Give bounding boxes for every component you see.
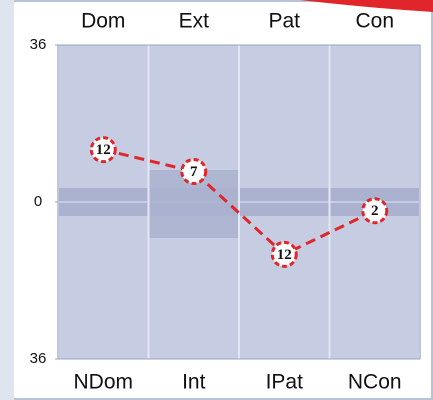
value-label: 7 [190,164,198,180]
bottom-category: NDom [73,371,133,394]
point [361,197,389,225]
value-label: 12 [96,142,111,158]
bottom-category: IPat [266,371,304,394]
point [89,136,117,164]
top-category: Ext [179,10,210,33]
side-strip [0,0,14,400]
value-label: 12 [277,247,292,263]
bottom-category: Int [182,371,206,394]
top-category: Dom [81,10,125,33]
bottom-category: NCon [348,371,402,394]
y-tick-label: 36 [30,36,47,53]
top-category: Con [355,10,394,33]
y-tick-label: 0 [34,193,42,210]
point [270,240,298,268]
value-label: 2 [371,203,379,219]
decoration [300,0,433,12]
top-category: Pat [268,10,300,33]
y-tick-label: 36 [30,350,47,367]
point [180,157,208,185]
